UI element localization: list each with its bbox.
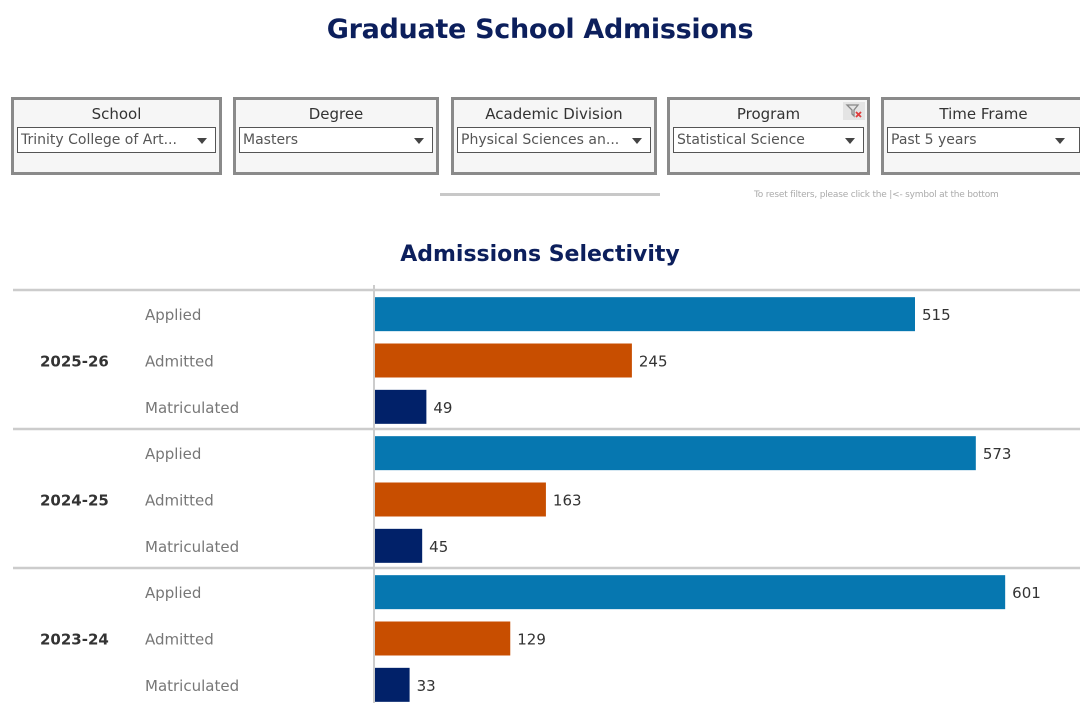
chevron-down-icon — [414, 138, 424, 144]
data-label: 601 — [1012, 584, 1041, 602]
group-label: 2024-25 — [40, 492, 109, 510]
bar-admitted[interactable] — [375, 621, 511, 656]
bar-applied[interactable] — [375, 297, 915, 332]
filter-program: Program Statistical Science — [667, 97, 870, 175]
academic-division-dropdown[interactable]: Physical Sciences an... — [457, 127, 651, 153]
chevron-down-icon — [197, 138, 207, 144]
bar-matriculated[interactable] — [375, 667, 410, 702]
filter-time-frame: Time Frame Past 5 years — [881, 97, 1080, 175]
filter-school: School Trinity College of Art... — [11, 97, 222, 175]
bar-admitted[interactable] — [375, 482, 546, 517]
dropdown-value: Masters — [243, 132, 299, 148]
time-frame-dropdown[interactable]: Past 5 years — [887, 127, 1080, 153]
reset-filters-note: To reset filters, please click the |<- s… — [754, 190, 999, 200]
degree-dropdown[interactable]: Masters — [239, 127, 433, 153]
category-label: Applied — [145, 306, 201, 324]
filter-label: School — [91, 105, 142, 123]
category-label: Admitted — [145, 353, 214, 371]
category-label: Matriculated — [145, 538, 239, 556]
bar-admitted[interactable] — [375, 343, 632, 378]
filter-label: Academic Division — [485, 105, 623, 123]
filter-academic-division: Academic Division Physical Sciences an..… — [451, 97, 657, 175]
bar-matriculated[interactable] — [375, 389, 427, 424]
dropdown-value: Statistical Science — [677, 132, 805, 148]
data-label: 33 — [417, 677, 436, 695]
program-dropdown[interactable]: Statistical Science — [673, 127, 864, 153]
data-label: 45 — [429, 538, 448, 556]
chevron-down-icon — [632, 138, 642, 144]
chevron-down-icon — [845, 138, 855, 144]
data-label: 129 — [517, 631, 546, 649]
filter-degree: Degree Masters — [233, 97, 439, 175]
bar-applied[interactable] — [375, 436, 976, 471]
filter-label: Program — [736, 105, 801, 123]
chevron-down-icon — [1055, 138, 1065, 144]
bar-matriculated[interactable] — [375, 528, 423, 563]
filter-label: Degree — [308, 105, 364, 123]
data-label: 245 — [639, 353, 668, 371]
chart-title: Admissions Selectivity — [400, 242, 680, 267]
filter-label: Time Frame — [939, 105, 1028, 123]
divider-line — [440, 193, 660, 196]
category-label: Matriculated — [145, 399, 239, 417]
clear-filter-icon[interactable] — [843, 102, 865, 120]
dropdown-value: Trinity College of Art... — [21, 132, 177, 148]
group-label: 2023-24 — [40, 631, 109, 649]
category-label: Applied — [145, 445, 201, 463]
category-label: Matriculated — [145, 677, 239, 695]
category-label: Admitted — [145, 492, 214, 510]
admissions-selectivity-chart: 2025-26 Applied 515 Admitted 245 Matriculated… — [13, 285, 1080, 703]
data-label: 573 — [983, 445, 1012, 463]
data-label: 515 — [922, 306, 951, 324]
category-label: Admitted — [145, 631, 214, 649]
dropdown-value: Past 5 years — [891, 132, 977, 148]
category-label: Applied — [145, 584, 201, 602]
data-label: 49 — [433, 399, 452, 417]
data-label: 163 — [553, 492, 582, 510]
school-dropdown[interactable]: Trinity College of Art... — [17, 127, 216, 153]
group-label: 2025-26 — [40, 353, 109, 371]
dropdown-value: Physical Sciences an... — [461, 132, 620, 148]
bar-applied[interactable] — [375, 575, 1006, 610]
page-title: Graduate School Admissions — [326, 14, 754, 45]
